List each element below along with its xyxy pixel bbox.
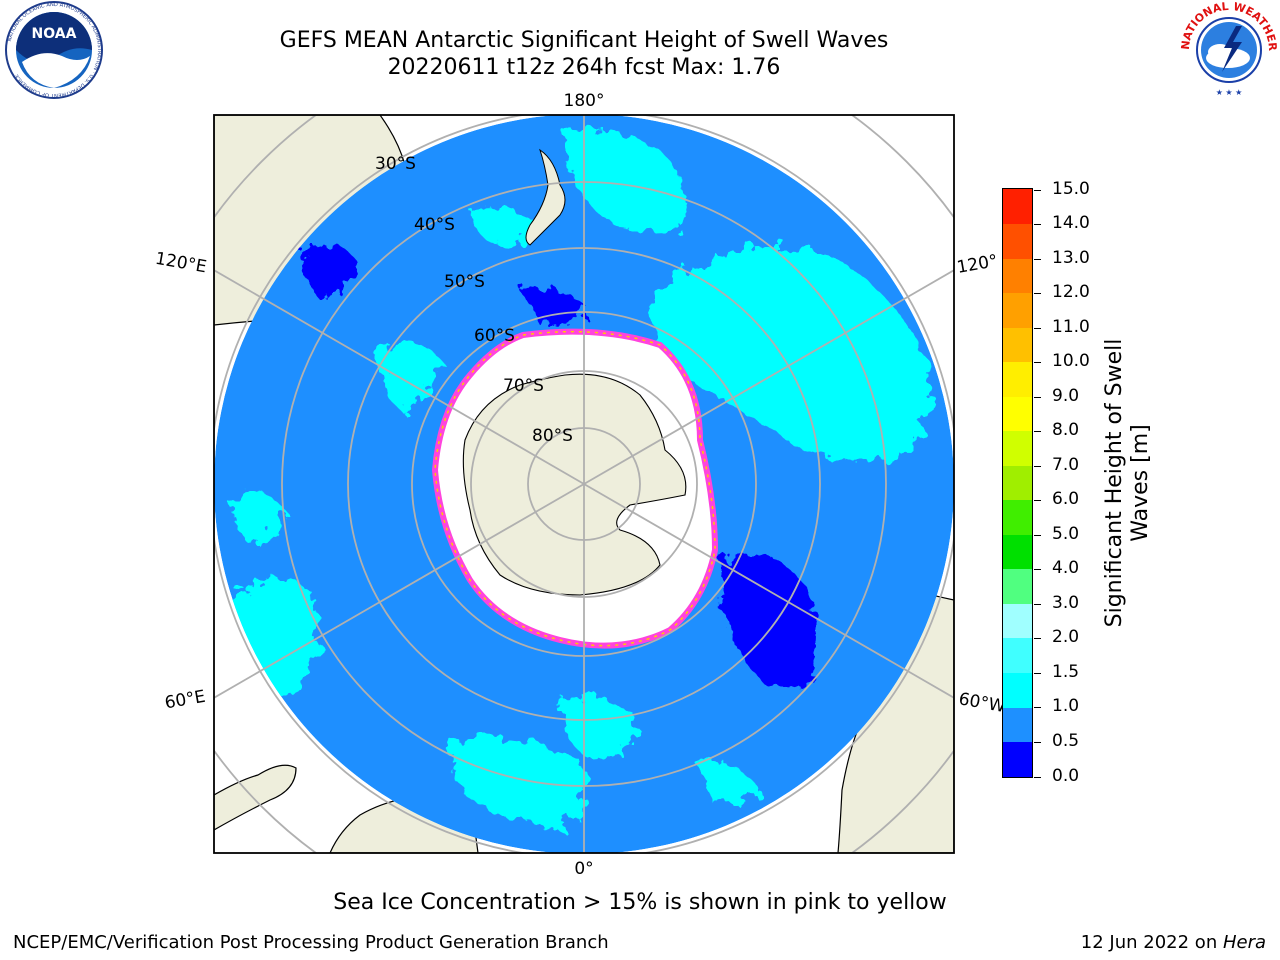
colorbar-tick-mark — [1034, 742, 1041, 743]
colorbar-tick-mark — [1034, 707, 1041, 708]
colorbar-tick-mark — [1034, 638, 1041, 639]
colorbar-segment — [1003, 499, 1032, 535]
colorbar-tick-mark — [1034, 362, 1041, 363]
nws-logo: NATIONAL WEATHER SERVICE ★ ★ ★ — [1178, 0, 1279, 98]
lat-label-80s: 80°S — [532, 426, 573, 446]
colorbar-tick-label: 8.0 — [1052, 420, 1080, 440]
colorbar-segment — [1003, 741, 1032, 777]
lon-label-top: 180° — [564, 91, 605, 111]
colorbar-tick-mark — [1034, 397, 1041, 398]
colorbar-segment — [1003, 396, 1032, 432]
colorbar-tick-mark — [1034, 293, 1041, 294]
footer-date: 12 Jun 2022 on Hera — [1080, 932, 1266, 953]
chart-title: GEFS MEAN Antarctic Significant Height o… — [279, 28, 889, 53]
colorbar-segment — [1003, 292, 1032, 328]
colorbar-tick-label: 9.0 — [1052, 386, 1080, 406]
colorbar-tick-mark — [1034, 777, 1041, 778]
colorbar-tick-label: 7.0 — [1052, 455, 1080, 475]
graticule — [214, 115, 954, 853]
lat-label-70s: 70°S — [503, 376, 544, 396]
colorbar-segment — [1003, 258, 1032, 294]
colorbar-segment — [1003, 223, 1032, 259]
chart-subtitle: 20220611 t12z 264h fcst Max: 1.76 — [387, 55, 781, 80]
colorbar-tick-mark — [1034, 535, 1041, 536]
colorbar-segment — [1003, 672, 1032, 708]
colorbar-tick-mark — [1034, 328, 1041, 329]
lon-label-left-upper: 120°E — [154, 249, 208, 278]
colorbar-tick-label: 0.0 — [1052, 766, 1080, 786]
footer-branch: NCEP/EMC/Verification Post Processing Pr… — [13, 932, 609, 953]
colorbar-segment — [1003, 534, 1032, 570]
colorbar-segment — [1003, 361, 1032, 397]
colorbar-tick-mark — [1034, 190, 1041, 191]
colorbar-segment — [1003, 706, 1032, 743]
colorbar-segment — [1003, 465, 1032, 501]
colorbar-tick-label: 1.5 — [1052, 662, 1080, 682]
colorbar-tick-label: 4.0 — [1052, 558, 1080, 578]
colorbar-tick-label: 12.0 — [1052, 282, 1090, 302]
antarctica-land — [462, 373, 687, 596]
colorbar-tick-label: 15.0 — [1052, 179, 1090, 199]
colorbar-label-line1: Significant Height of Swell — [1102, 338, 1127, 628]
colorbar-segment — [1003, 568, 1032, 604]
lat-label-40s: 40°S — [414, 215, 455, 235]
colorbar-segment — [1003, 637, 1032, 673]
colorbar-tick-mark — [1034, 259, 1041, 260]
lat-label-50s: 50°S — [444, 272, 485, 292]
noaa-logo: NOAA NATIONAL OCEANIC AND ATMOSPHERIC AD… — [5, 1, 103, 99]
colorbar-label-line2: Waves [m] — [1128, 424, 1153, 542]
colorbar-segment — [1003, 603, 1032, 639]
colorbar-tick-label: 14.0 — [1052, 213, 1090, 233]
colorbar-tick-label: 0.5 — [1052, 731, 1080, 751]
colorbar-tick-label: 6.0 — [1052, 489, 1080, 509]
colorbar-tick-label: 1.0 — [1052, 696, 1080, 716]
colorbar-tick-mark — [1034, 604, 1041, 605]
colorbar-tick-label: 2.0 — [1052, 627, 1080, 647]
colorbar-tick-mark — [1034, 431, 1041, 432]
noaa-logo-text: NOAA — [32, 26, 77, 42]
svg-text:★ ★ ★: ★ ★ ★ — [1216, 88, 1243, 97]
lat-label-60s: 60°S — [474, 326, 515, 346]
lon-label-left-lower: 60°E — [163, 687, 207, 714]
colorbar — [1002, 188, 1033, 778]
colorbar-tick-mark — [1034, 466, 1041, 467]
colorbar-tick-mark — [1034, 673, 1041, 674]
colorbar-segment — [1003, 327, 1032, 363]
colorbar-tick-label: 3.0 — [1052, 593, 1080, 613]
map-frame — [213, 114, 955, 854]
colorbar-segment — [1003, 430, 1032, 466]
colorbar-tick-mark — [1034, 224, 1041, 225]
lat-label-30s: 30°S — [375, 154, 416, 174]
colorbar-tick-label: 13.0 — [1052, 248, 1090, 268]
colorbar-tick-mark — [1034, 500, 1041, 501]
lon-label-right-lower: 60°W — [957, 689, 1007, 717]
colorbar-tick-label: 5.0 — [1052, 524, 1080, 544]
lon-label-right-upper: 120° — [955, 251, 999, 278]
colorbar-tick-label: 10.0 — [1052, 351, 1090, 371]
sea-ice-note: Sea Ice Concentration > 15% is shown in … — [333, 890, 947, 915]
colorbar-segment — [1003, 189, 1032, 225]
colorbar-tick-label: 11.0 — [1052, 317, 1090, 337]
colorbar-tick-mark — [1034, 569, 1041, 570]
lon-label-bottom: 0° — [574, 859, 593, 879]
